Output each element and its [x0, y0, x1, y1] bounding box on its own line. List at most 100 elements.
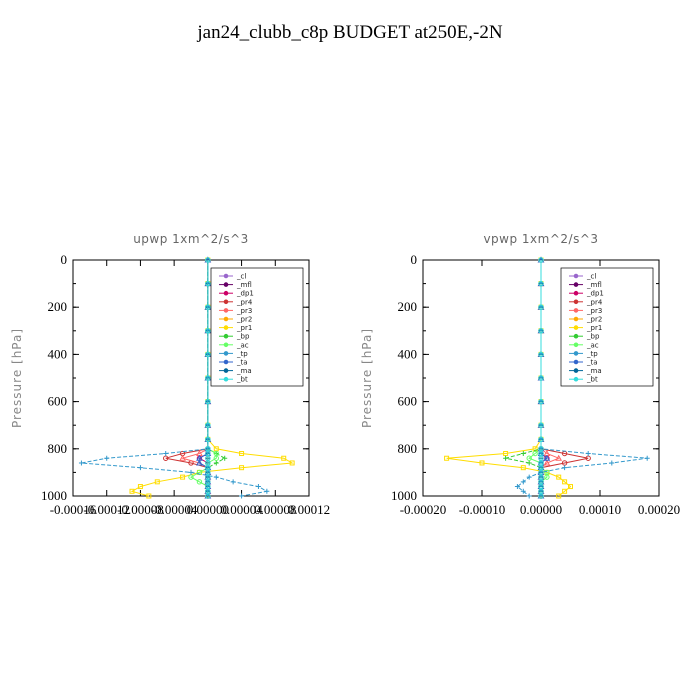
- legend-label: _tp: [236, 350, 248, 358]
- data-point: [503, 451, 509, 457]
- legend-label: _pr3: [236, 307, 252, 315]
- data-point: [526, 455, 532, 461]
- figure-title: jan24_clubb_c8p BUDGET at250E,-2N: [197, 22, 503, 43]
- legend-item: _pr1: [219, 324, 252, 332]
- data-point: [532, 450, 538, 457]
- data-point: [562, 488, 568, 494]
- legend-marker: [223, 290, 229, 296]
- y-axis-label: Pressure [hPa]: [360, 328, 374, 428]
- legend-marker: [223, 273, 229, 279]
- data-point: [188, 474, 194, 480]
- data-point: [264, 488, 270, 494]
- legend-item: _tp: [569, 350, 598, 358]
- data-point: [281, 455, 287, 461]
- data-point: [205, 328, 211, 334]
- y-tick-label: 800: [398, 441, 418, 456]
- data-point: [561, 460, 568, 466]
- data-point: [544, 474, 550, 480]
- x-tick-label: -0.00020: [400, 502, 447, 517]
- data-point: [503, 455, 509, 461]
- y-tick-label: 600: [398, 394, 418, 409]
- data-point: [514, 484, 520, 490]
- data-point: [289, 460, 295, 466]
- data-point: [562, 465, 568, 471]
- legend-item: _bt: [569, 376, 598, 384]
- legend: _cl_mfl_dp1_pr4_pr3_pr2_pr1_bp_ac_tp_ta_…: [560, 267, 654, 387]
- legend-label: _ma: [236, 367, 252, 375]
- y-tick-label: 200: [398, 299, 418, 314]
- series-pr1: [444, 257, 573, 499]
- x-tick-label: 0.00020: [638, 502, 680, 517]
- legend-label: _mfl: [586, 281, 602, 289]
- data-point: [154, 479, 160, 485]
- x-tick-label: -0.00012: [83, 502, 130, 517]
- legend-item: _ta: [219, 359, 248, 367]
- data-point: [526, 493, 532, 499]
- legend-item: _ma: [569, 367, 602, 375]
- legend-label: _tp: [586, 350, 598, 358]
- data-point: [538, 436, 544, 443]
- chart-panel-2: vpwp 1xm^2/s^3 Pressure [hPa] 0 200 400 600 80…: [360, 232, 680, 517]
- legend-item: _pr4: [219, 298, 253, 306]
- data-point: [196, 479, 203, 485]
- data-point: [609, 460, 615, 466]
- data-point: [538, 375, 544, 381]
- legend-label: _pr2: [586, 316, 602, 324]
- x-tick-label: 0.00000: [520, 502, 562, 517]
- legend-marker: [573, 290, 579, 296]
- legend-label: _pr3: [586, 307, 602, 315]
- legend-label: _pr4: [586, 298, 603, 306]
- data-point: [213, 460, 219, 466]
- data-point: [543, 454, 551, 461]
- legend-marker: [573, 273, 579, 279]
- legend-item: _pr4: [569, 298, 603, 306]
- legend-label: _pr1: [586, 324, 602, 332]
- legend-item: _dp1: [219, 290, 254, 298]
- data-point: [205, 257, 211, 263]
- legend-item: _tp: [219, 350, 248, 358]
- series-bt: [205, 257, 211, 499]
- legend-item: _mfl: [219, 281, 252, 289]
- data-point: [179, 454, 186, 461]
- x-tick-label: 0.00010: [579, 502, 621, 517]
- data-point: [239, 493, 245, 499]
- data-point: [239, 451, 245, 457]
- data-point: [188, 469, 194, 475]
- data-point: [205, 351, 211, 358]
- data-point: [205, 375, 211, 381]
- legend-item: _pr2: [569, 316, 602, 324]
- legend-marker: [573, 351, 579, 356]
- legend-label: _dp1: [236, 290, 254, 298]
- data-point: [538, 280, 544, 287]
- series-bp: [503, 257, 544, 499]
- x-tick-label: -0.00016: [50, 502, 97, 517]
- data-point: [538, 351, 544, 358]
- legend-label: _pr4: [236, 298, 253, 306]
- x-tick-label: -0.00008: [117, 502, 164, 517]
- data-point: [526, 460, 532, 466]
- legend-item: _ac: [569, 341, 599, 349]
- legend-marker: [223, 282, 229, 287]
- x-tick-label: 0.00004: [220, 502, 263, 517]
- data-point: [137, 465, 143, 471]
- data-point: [196, 469, 203, 476]
- y-axis-label: Pressure [hPa]: [10, 328, 24, 428]
- data-point: [479, 460, 485, 466]
- data-point: [78, 460, 84, 466]
- data-point: [255, 484, 261, 490]
- data-point: [444, 455, 450, 461]
- data-point: [230, 479, 236, 485]
- x-tick-label: -0.00010: [459, 502, 506, 517]
- legend-label: _ac: [586, 341, 599, 349]
- legend-marker: [573, 308, 579, 313]
- data-point: [538, 328, 544, 334]
- legend-marker: [573, 376, 579, 382]
- panel-title: vpwp 1xm^2/s^3: [483, 232, 598, 246]
- y-tick-label: 400: [48, 346, 68, 361]
- legend-label: _bp: [236, 333, 250, 341]
- data-point: [104, 455, 110, 461]
- data-point: [146, 493, 152, 499]
- legend-marker: [223, 299, 229, 305]
- legend-item: _pr1: [569, 324, 602, 332]
- chart-panel-1: upwp 1xm^2/s^3 Pressure [hPa] 0 200 400 600 80…: [10, 232, 330, 517]
